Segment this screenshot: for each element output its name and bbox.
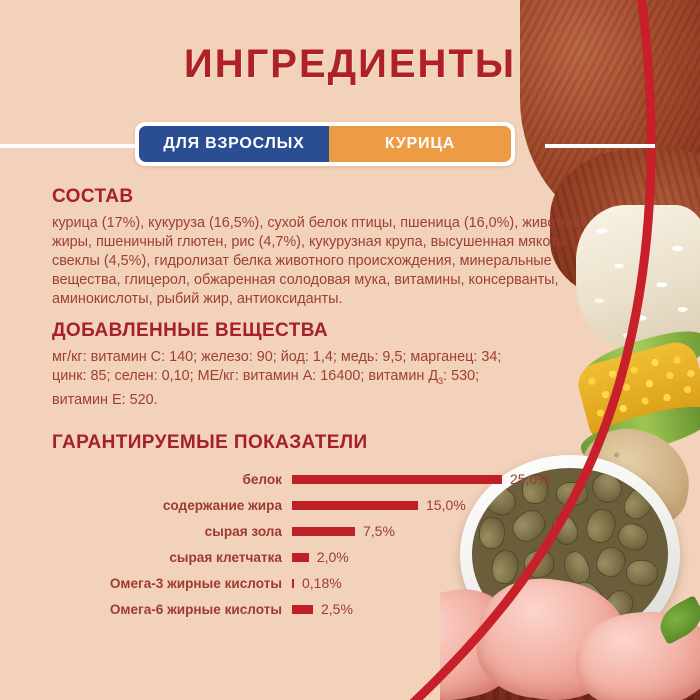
chart-bar (292, 552, 309, 562)
vitamin-d-subscript: 3 (438, 375, 444, 386)
chart-value-label: 2,0% (316, 549, 349, 565)
tab-group: ДЛЯ ВЗРОСЛЫХ КУРИЦА (135, 122, 515, 166)
chart-bar-group: 2,5% (292, 601, 353, 617)
guaranteed-section: ГАРАНТИРУЕМЫЕ ПОКАЗАТЕЛИ (52, 432, 368, 460)
chart-category-label: Омега-6 жирные кислоты (109, 601, 282, 617)
additives-line-2-pre: цинк: 85; селен: 0,10; МЕ/кг: витамин А:… (52, 368, 439, 384)
chart-row: сырая зола 7,5% (52, 518, 572, 544)
chart-bar (292, 500, 418, 510)
chart-bar-group: 7,5% (292, 523, 395, 539)
guaranteed-heading: ГАРАНТИРУЕМЫЕ ПОКАЗАТЕЛИ (52, 432, 368, 453)
additives-text: мг/кг: витамин С: 140; железо: 90; йод: … (52, 348, 592, 410)
page-title: ИНГРЕДИЕНТЫ (183, 42, 517, 86)
chart-category-label: содержание жира (162, 497, 282, 513)
chart-bar (292, 474, 502, 484)
chart-value-label: 2,5% (321, 601, 353, 617)
additives-line-2: цинк: 85; селен: 0,10; МЕ/кг: витамин А:… (52, 367, 592, 391)
composition-text: курица (17%), кукуруза (16,5%), сухой бе… (52, 215, 588, 307)
chart-row: Омега-6 жирные кислоты 2,5% (52, 596, 572, 622)
chart-row: Омега-3 жирные кислоты 0,18% (52, 570, 572, 596)
tab-adult[interactable]: ДЛЯ ВЗРОСЛЫХ (139, 126, 329, 162)
chart-bar (292, 604, 313, 614)
chart-category-label: сырая клетчатка (169, 549, 282, 565)
chart-value-label: 0,18% (302, 575, 342, 591)
additives-line-3: витамин Е: 520. (52, 391, 158, 408)
chart-row: сырая клетчатка 2,0% (52, 544, 572, 570)
chart-category-label: сырая зола (204, 523, 282, 539)
chart-value-label: 7,5% (363, 523, 395, 539)
tab-rule-right (545, 144, 655, 148)
chart-bar (292, 578, 294, 588)
chart-bar (292, 526, 355, 536)
tab-chicken[interactable]: КУРИЦА (329, 126, 511, 162)
chart-value-label: 15,0% (426, 497, 466, 513)
additives-section: ДОБАВЛЕННЫЕ ВЕЩЕСТВА мг/кг: витамин С: 1… (52, 320, 592, 410)
chart-category-label: белок (242, 471, 282, 487)
additives-heading: ДОБАВЛЕННЫЕ ВЕЩЕСТВА (52, 320, 328, 341)
composition-section: СОСТАВ курица (17%), кукуруза (16,5%), с… (52, 186, 612, 309)
chart-category-label: Омега-3 жирные кислоты (109, 575, 282, 591)
chart-bar-group: 2,0% (292, 549, 349, 565)
additives-line-1: мг/кг: витамин С: 140; железо: 90; йод: … (52, 349, 502, 365)
additives-line-2-post: : 530; (443, 368, 480, 384)
chart-bar-group: 15,0% (292, 497, 466, 513)
composition-heading: СОСТАВ (52, 186, 134, 207)
chart-row: содержание жира 15,0% (52, 492, 572, 518)
chart-row: белок 25,0% (52, 466, 572, 492)
chart-bar-group: 0,18% (292, 575, 342, 591)
guaranteed-analysis-bar-chart: белок 25,0% содержание жира 15,0% сырая зола… (52, 466, 572, 622)
tab-rule-left (0, 144, 160, 148)
chart-value-label: 25,0% (510, 471, 550, 487)
chart-bar-group: 25,0% (292, 471, 550, 487)
